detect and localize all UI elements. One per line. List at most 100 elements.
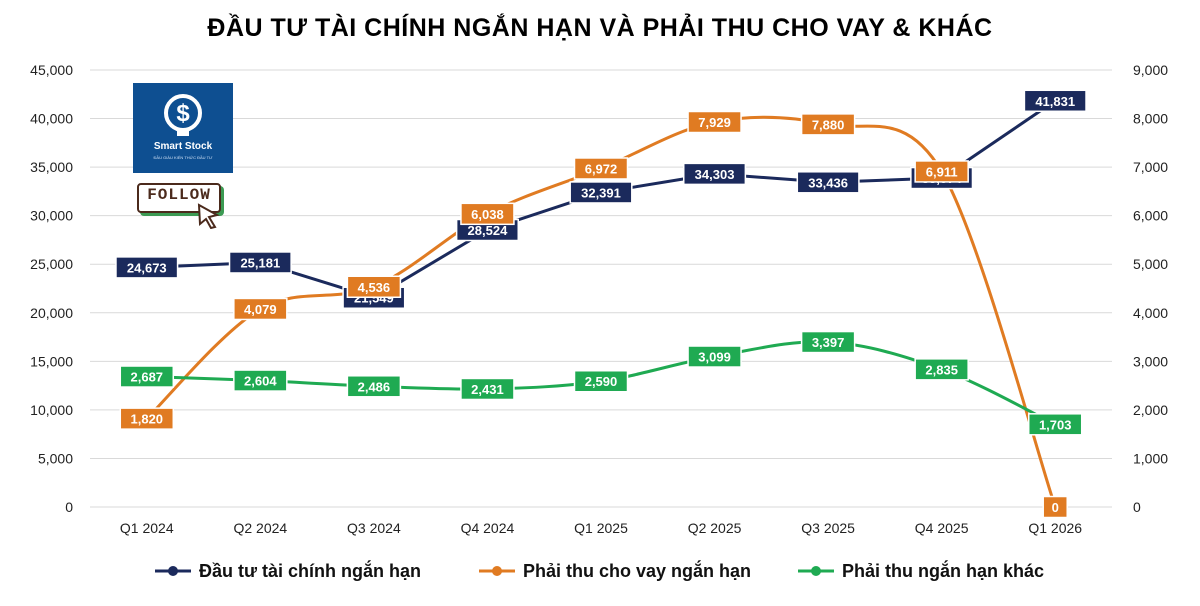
logo-tagline: ĐẦU GIÀU KIẾN THỨC ĐẦU TƯ: [153, 155, 213, 160]
data-label-box-dau-tu-tai-chinh: [228, 251, 292, 274]
data-label-phai-thu-khac: 2,590: [585, 374, 618, 389]
y-left-tick-label: 20,000: [30, 305, 73, 321]
data-label-box-phai-thu-khac: [573, 369, 629, 393]
data-label-dau-tu-tai-chinh: 34,303: [695, 167, 735, 182]
data-label-box-phai-thu-khac: [1027, 413, 1083, 436]
y-right-tick-label: 0: [1133, 499, 1141, 515]
y-left-tick-label: 30,000: [30, 208, 73, 224]
data-label-phai-thu-khac: 2,687: [131, 370, 164, 385]
data-label-dau-tu-tai-chinh: 25,181: [240, 255, 280, 270]
data-label-phai-thu-cho-vay: 6,911: [926, 164, 958, 179]
y-left-tick-label: 5,000: [38, 450, 73, 466]
y-right-tick-label: 1,000: [1133, 450, 1168, 466]
data-label-box-dau-tu-tai-chinh: [115, 256, 179, 279]
legend-swatch-marker-phai-thu-khac: [811, 566, 821, 576]
follow-badge[interactable]: FOLLOW: [137, 183, 223, 229]
data-label-phai-thu-cho-vay: 0: [1052, 500, 1059, 515]
data-label-dau-tu-tai-chinh: 28,524: [468, 223, 509, 238]
y-right-tick-label: 8,000: [1133, 111, 1168, 127]
legend-swatch-marker-dau-tu-tai-chinh: [168, 566, 178, 576]
data-label-phai-thu-khac: 2,835: [925, 362, 958, 377]
data-label-box-phai-thu-khac: [687, 345, 742, 368]
legend: Đầu tư tài chính ngắn hạn Phải thu cho va…: [155, 560, 1044, 581]
data-label-phai-thu-khac: 3,397: [812, 335, 845, 350]
y-axis-right: 0 1,000 2,000 3,000 4,000 5,000 6,000 7,000 8,00…: [1133, 62, 1168, 515]
data-label-box-dau-tu-tai-chinh: [569, 181, 633, 204]
data-label-box-phai-thu-khac: [233, 369, 288, 392]
data-label-dau-tu-tai-chinh: 32,391: [581, 185, 621, 200]
data-label-box-dau-tu-tai-chinh: [796, 171, 860, 194]
data-label-dau-tu-tai-chinh: 41,831: [1035, 94, 1075, 109]
x-tick-label: Q1 2025: [574, 520, 628, 536]
gridlines: [90, 69, 1112, 508]
smart-stock-logo: $ Smart Stock ĐẦU GIÀU KIẾN THỨC ĐẦU TƯ: [133, 83, 233, 173]
data-label-phai-thu-khac: 2,431: [471, 382, 504, 397]
data-label-phai-thu-cho-vay: 1,820: [131, 412, 164, 427]
data-label-phai-thu-cho-vay: 6,972: [585, 161, 618, 176]
data-label-box-phai-thu-cho-vay: [119, 407, 175, 430]
x-tick-label: Q4 2024: [461, 520, 515, 536]
x-tick-label: Q3 2025: [801, 520, 855, 536]
x-tick-label: Q1 2024: [120, 520, 174, 536]
data-label-dau-tu-tai-chinh: 24,673: [127, 260, 167, 275]
y-right-tick-label: 3,000: [1133, 353, 1168, 369]
y-right-tick-label: 6,000: [1133, 208, 1168, 224]
data-label-phai-thu-cho-vay: 7,880: [812, 117, 845, 132]
lightbulb-dollar-icon: $: [164, 94, 202, 136]
data-label-box-phai-thu-cho-vay: [346, 275, 402, 299]
logo-brand-text: Smart Stock: [153, 141, 213, 152]
data-label-dau-tu-tai-chinh: 33,436: [808, 175, 848, 190]
data-label-box-dau-tu-tai-chinh: [1023, 89, 1087, 113]
data-label-box-phai-thu-khac: [800, 330, 856, 354]
data-label-box-phai-thu-cho-vay: [687, 110, 742, 134]
data-label-box-phai-thu-cho-vay: [233, 297, 288, 321]
data-label-phai-thu-cho-vay: 4,536: [358, 280, 391, 295]
data-label-phai-thu-khac: 1,703: [1039, 417, 1072, 432]
y-left-tick-label: 45,000: [30, 62, 73, 78]
x-tick-label: Q4 2025: [915, 520, 969, 536]
data-label-phai-thu-cho-vay: 4,079: [244, 302, 277, 317]
y-left-tick-label: 40,000: [30, 111, 73, 127]
follow-badge-frame: [137, 183, 221, 213]
y-right-tick-label: 2,000: [1133, 402, 1168, 418]
y-axis-left: 0 5,000 10,000 15,000 20,000 25,000 30,000 35,0…: [30, 62, 73, 515]
data-label-box-phai-thu-khac: [914, 358, 969, 381]
data-label-box-phai-thu-cho-vay: [800, 113, 856, 136]
x-tick-label: Q1 2026: [1028, 520, 1082, 536]
data-label-box-phai-thu-cho-vay: [573, 157, 629, 180]
x-tick-label: Q2 2025: [688, 520, 742, 536]
x-tick-label: Q2 2024: [233, 520, 287, 536]
data-labels: 24,673 25,18121,54928,52432,39134,30333,4…: [115, 89, 1087, 519]
y-right-tick-label: 9,000: [1133, 62, 1168, 78]
y-left-tick-label: 35,000: [30, 159, 73, 175]
follow-label: FOLLOW: [147, 186, 211, 204]
data-label-box-phai-thu-khac: [119, 365, 175, 388]
y-left-tick-label: 10,000: [30, 402, 73, 418]
chart-title: ĐẦU TƯ TÀI CHÍNH NGẮN HẠN VÀ PHẢI THU CH…: [207, 14, 993, 42]
legend-label-phai-thu-khac: Phải thu ngắn hạn khác: [842, 560, 1044, 581]
y-right-tick-label: 7,000: [1133, 159, 1168, 175]
data-label-box-phai-thu-cho-vay: [1042, 495, 1068, 519]
data-label-box-phai-thu-cho-vay: [460, 202, 515, 226]
svg-text:$: $: [176, 100, 190, 127]
data-label-box-phai-thu-khac: [346, 375, 402, 398]
y-left-tick-label: 25,000: [30, 256, 73, 272]
data-label-box-phai-thu-cho-vay: [914, 160, 969, 183]
x-tick-label: Q3 2024: [347, 520, 401, 536]
data-label-phai-thu-cho-vay: 7,929: [698, 115, 731, 130]
data-label-phai-thu-khac: 2,604: [244, 374, 277, 389]
data-label-box-dau-tu-tai-chinh: [683, 162, 747, 186]
data-label-phai-thu-cho-vay: 6,038: [471, 207, 504, 222]
data-label-phai-thu-khac: 2,486: [358, 379, 391, 394]
legend-swatch-marker-phai-thu-cho-vay: [492, 566, 502, 576]
y-left-tick-label: 0: [65, 499, 73, 515]
data-label-phai-thu-khac: 3,099: [698, 350, 731, 365]
y-right-tick-label: 5,000: [1133, 256, 1168, 272]
legend-label-phai-thu-cho-vay: Phải thu cho vay ngắn hạn: [523, 560, 751, 581]
data-label-box-phai-thu-khac: [460, 377, 515, 401]
legend-label-dau-tu-tai-chinh: Đầu tư tài chính ngắn hạn: [199, 560, 421, 581]
y-right-tick-label: 4,000: [1133, 305, 1168, 321]
cursor-arrow-icon: [197, 203, 220, 229]
y-left-tick-label: 15,000: [30, 353, 73, 369]
